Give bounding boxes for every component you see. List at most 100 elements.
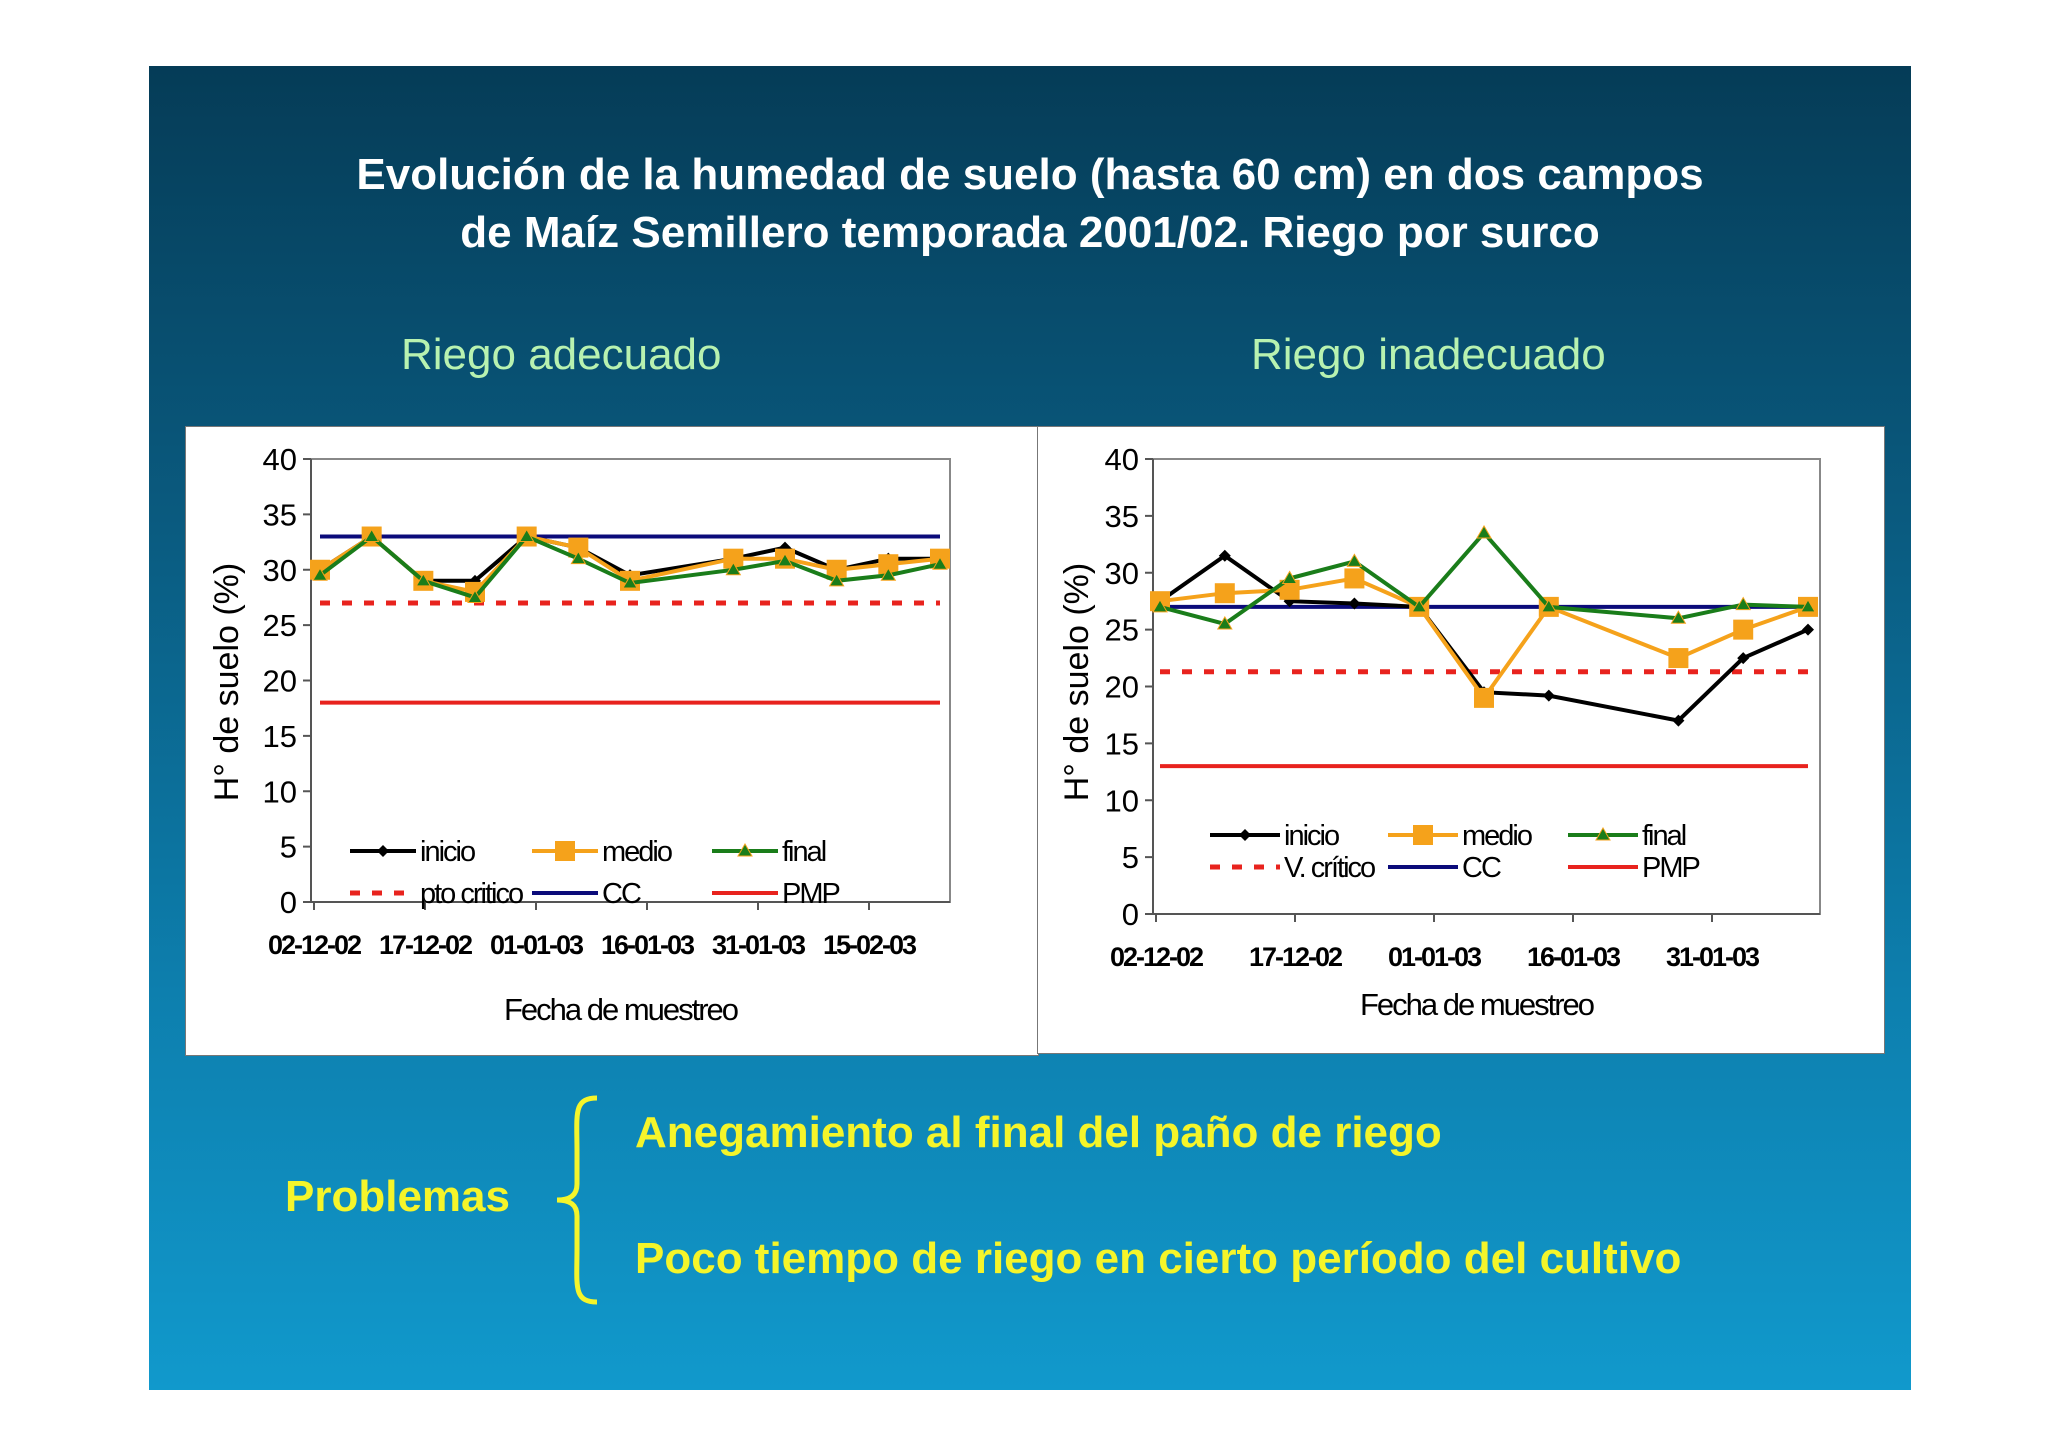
data-point-medio xyxy=(568,537,589,558)
data-point-final xyxy=(1346,553,1363,567)
y-tick-label: 20 xyxy=(1105,670,1139,705)
y-tick-label: 40 xyxy=(1105,442,1139,477)
y-tick-label: 25 xyxy=(1105,613,1139,648)
x-tick-label: 17-12-02 xyxy=(379,930,472,960)
problem-2: Poco tiempo de riego en cierto período d… xyxy=(635,1234,1682,1283)
data-point-inicio xyxy=(1737,652,1750,665)
slide-title-line-2: de Maíz Semillero temporada 2001/02. Rie… xyxy=(460,208,1600,257)
data-point-final xyxy=(828,572,845,587)
data-point-final xyxy=(1152,598,1168,613)
slide-title-line-1: Evolución de la humedad de suelo (hasta … xyxy=(356,150,1704,199)
x-tick-label: 02-12-02 xyxy=(1110,942,1203,972)
y-tick-label: 10 xyxy=(1105,783,1139,818)
legend-label-inicio: inicio xyxy=(1284,820,1339,852)
legend-marker-medio xyxy=(555,841,575,861)
legend-marker-inicio xyxy=(377,845,389,857)
data-point-medio xyxy=(1344,568,1365,589)
y-tick-label: 0 xyxy=(280,885,297,920)
curly-brace xyxy=(556,1095,598,1305)
y-tick-label: 15 xyxy=(1105,726,1139,761)
legend-label-inicio: inicio xyxy=(420,836,475,868)
y-tick-label: 25 xyxy=(263,608,297,643)
data-point-inicio xyxy=(1218,549,1231,562)
legend-marker-final xyxy=(737,843,753,857)
legend-label-final: final xyxy=(1642,820,1686,852)
y-tick-label: 15 xyxy=(263,719,297,754)
x-tick-label: 31-01-03 xyxy=(712,930,806,960)
data-point-final xyxy=(1281,570,1298,584)
legend-label-cc: CC xyxy=(1462,852,1501,884)
x-axis-label: Fecha de muestreo xyxy=(1360,987,1594,1022)
data-point-medio xyxy=(1668,648,1689,669)
data-point-medio xyxy=(723,548,744,569)
slide-background: Evolución de la humedad de suelo (hasta … xyxy=(149,66,1911,1390)
y-axis-label: H° de suelo (%) xyxy=(208,563,246,801)
data-point-medio xyxy=(1214,583,1235,604)
y-axis-label: H° de suelo (%) xyxy=(1058,563,1096,801)
data-point-inicio xyxy=(1542,689,1555,702)
data-point-final xyxy=(1476,524,1492,539)
right-chart-heading: Riego inadecuado xyxy=(1251,330,1606,379)
legend-label-medio: medio xyxy=(602,836,672,868)
legend-label-pmp: PMP xyxy=(782,878,840,910)
data-point-final xyxy=(1735,596,1752,611)
data-point-final xyxy=(467,589,483,603)
data-point-final xyxy=(725,561,742,576)
x-tick-label: 31-01-03 xyxy=(1666,942,1760,972)
data-point-inicio xyxy=(469,574,481,587)
series-line-final xyxy=(1159,529,1809,627)
legend-label-pto-critico: pto critico xyxy=(420,878,523,910)
data-point-final xyxy=(1670,610,1687,624)
legend-marker-medio xyxy=(1413,825,1433,845)
data-point-final xyxy=(777,552,793,567)
legend-label-cc: CC xyxy=(602,878,641,910)
x-tick-label: 15-02-03 xyxy=(823,930,917,960)
data-point-medio xyxy=(1474,687,1494,708)
data-point-medio xyxy=(826,559,847,580)
legend-marker-inicio xyxy=(1239,829,1251,841)
legend-label-v-cr-tico: V. crítico xyxy=(1284,852,1375,884)
data-point-final xyxy=(363,528,380,543)
data-point-inicio xyxy=(1348,597,1361,610)
x-tick-label: 16-01-03 xyxy=(601,930,695,960)
y-tick-label: 40 xyxy=(263,442,297,477)
right-chart: 0 5 10 15 20 25 30 35 40 02-12-02 17-12-02 01-01-03… xyxy=(1058,442,1821,1022)
data-point-medio xyxy=(878,554,899,575)
y-tick-label: 5 xyxy=(1122,840,1139,875)
data-point-final xyxy=(932,556,948,570)
x-tick-label: 01-01-03 xyxy=(490,930,584,960)
y-tick-label: 5 xyxy=(280,830,297,865)
data-point-inicio xyxy=(1802,623,1814,636)
left-chart-panel: 0 5 10 15 20 25 30 35 40 02-12-02 17-12-02 01-01-03… xyxy=(185,426,1039,1056)
x-tick-label: 01-01-03 xyxy=(1388,942,1482,972)
y-tick-label: 30 xyxy=(263,553,297,588)
x-tick-label: 02-12-02 xyxy=(268,930,361,960)
y-tick-label: 10 xyxy=(263,774,297,809)
data-point-medio xyxy=(1733,619,1754,640)
data-point-final xyxy=(1411,598,1428,613)
y-tick-label: 0 xyxy=(1122,897,1139,932)
x-tick-label: 16-01-03 xyxy=(1527,942,1621,972)
legend-marker-final xyxy=(1595,827,1611,841)
data-point-final xyxy=(1216,615,1233,630)
data-point-inicio xyxy=(1672,714,1685,727)
legend-label-pmp: PMP xyxy=(1642,852,1700,884)
legend-label-final: final xyxy=(782,836,826,868)
data-point-final xyxy=(622,575,638,589)
y-tick-label: 35 xyxy=(263,497,297,532)
problem-1: Anegamiento al final del paño de riego xyxy=(635,1108,1442,1157)
data-point-final xyxy=(1800,598,1816,613)
data-point-final xyxy=(312,567,328,581)
x-tick-label: 17-12-02 xyxy=(1249,942,1342,972)
series-line-final xyxy=(318,533,941,600)
left-chart-heading: Riego adecuado xyxy=(401,330,722,379)
data-point-final xyxy=(1540,598,1557,613)
x-axis-label: Fecha de muestreo xyxy=(504,992,738,1027)
data-point-final xyxy=(518,528,535,543)
legend-label-medio: medio xyxy=(1462,820,1532,852)
y-tick-label: 35 xyxy=(1105,499,1139,534)
problems-label: Problemas xyxy=(285,1172,510,1221)
y-tick-label: 30 xyxy=(1105,556,1139,591)
left-chart: 0 5 10 15 20 25 30 35 40 02-12-02 17-12-02 01-01-03… xyxy=(208,442,951,1027)
data-point-final xyxy=(415,572,432,587)
